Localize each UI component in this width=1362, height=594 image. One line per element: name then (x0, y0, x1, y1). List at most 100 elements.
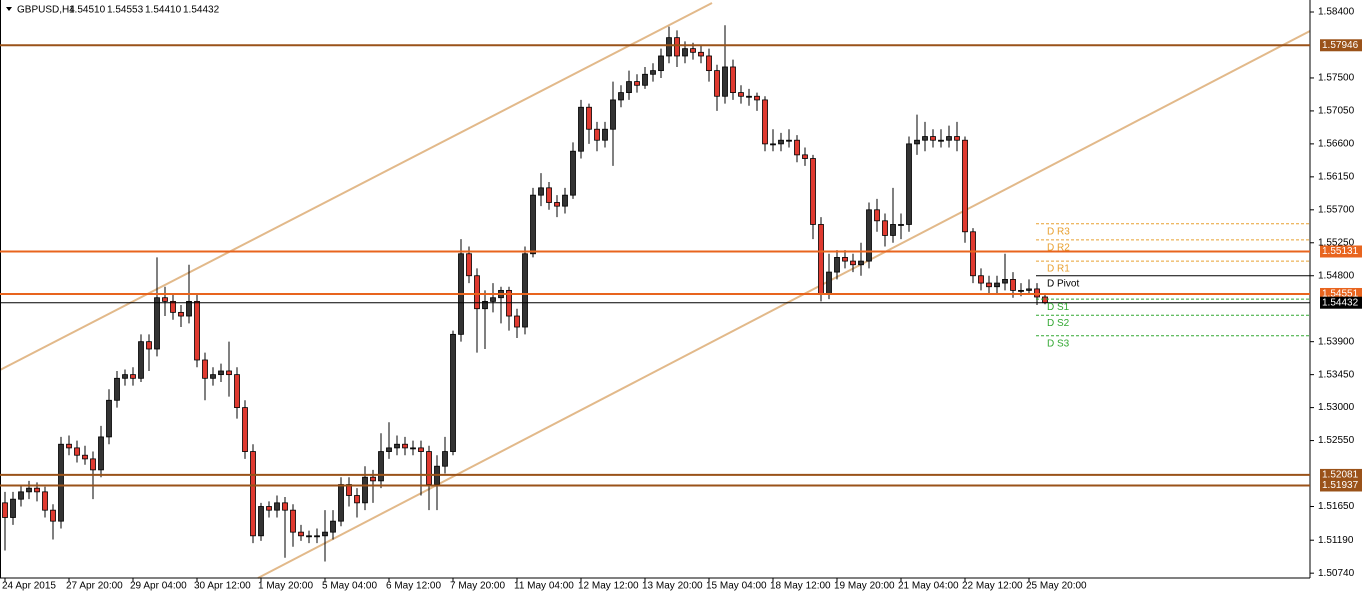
candle-body (386, 447, 392, 452)
candle-body (354, 495, 360, 504)
y-tick-label: 1.53000 (1318, 402, 1355, 413)
x-tick-label: 19 May 20:00 (834, 581, 895, 592)
candle-body (930, 136, 936, 141)
candle-body (602, 128, 608, 141)
candle-body (82, 454, 88, 460)
level-label-box (1320, 296, 1362, 309)
y-tick-label: 1.57500 (1318, 73, 1355, 84)
candle-body (250, 451, 256, 537)
candle-body (274, 502, 280, 511)
candle-body (754, 95, 760, 101)
candle-body (1002, 279, 1008, 284)
x-tick-label: 22 May 12:00 (962, 581, 1023, 592)
candle-body (874, 209, 880, 222)
candle-body (698, 51, 704, 57)
x-tick-label: 24 Apr 2015 (2, 581, 56, 592)
candle-body (290, 509, 296, 533)
candle-body (42, 491, 48, 511)
candle-body (610, 99, 616, 130)
candle-body (234, 374, 240, 409)
pivot-label: D S3 (1047, 338, 1070, 349)
x-tick-label: 11 May 04:00 (514, 581, 574, 592)
candle-body (1010, 279, 1016, 291)
candle-body (586, 106, 592, 130)
y-tick-label: 1.57050 (1318, 106, 1355, 117)
candle-body (1034, 288, 1040, 298)
candle-body (426, 451, 432, 485)
candle-body (962, 139, 968, 233)
candle-body (242, 407, 248, 452)
candle-body (682, 48, 688, 57)
x-tick-label: 21 May 04:00 (898, 581, 959, 592)
level-label: 1.52081 (1322, 470, 1359, 481)
candle-body (882, 220, 888, 236)
candle-body (90, 458, 96, 471)
candle-body (186, 300, 192, 317)
candle-body (442, 451, 448, 467)
x-tick-label: 6 May 12:00 (386, 581, 441, 592)
candle-body (802, 154, 808, 159)
x-tick-label: 29 Apr 04:00 (130, 581, 187, 592)
menu-arrow (6, 7, 12, 11)
candle-body (642, 73, 648, 86)
x-tick-label: 5 May 04:00 (322, 581, 377, 592)
x-tick-label: 12 May 12:00 (578, 581, 639, 592)
candle-body (594, 128, 600, 141)
candle-body (546, 187, 552, 203)
candle-body (506, 289, 512, 317)
candle-body (978, 275, 984, 284)
level-label: 1.51937 (1322, 480, 1359, 491)
trend-line (0, 2, 713, 371)
candle-body (2, 502, 8, 518)
candle-body (130, 374, 136, 379)
symbol: GBPUSD,H4 (17, 5, 75, 16)
candle-body (538, 187, 544, 196)
candle-body (626, 81, 632, 93)
y-tick-label: 1.51650 (1318, 501, 1355, 512)
candle-body (282, 502, 288, 511)
candle-body (258, 506, 264, 537)
candle-body (138, 341, 144, 379)
candle-body (202, 359, 208, 379)
candle-body (98, 436, 104, 471)
candle-body (906, 143, 912, 225)
candle-body (890, 224, 896, 236)
candle-body (842, 257, 848, 262)
candle-body (866, 209, 872, 262)
candle-body (330, 520, 336, 533)
candle-body (730, 66, 736, 93)
candle-body (850, 260, 856, 266)
candle-body (298, 531, 304, 537)
candle-body (570, 150, 576, 196)
candle-body (778, 139, 784, 145)
candle-body (922, 136, 928, 141)
candle-body (722, 66, 728, 97)
level-label-box (1320, 39, 1362, 52)
candle-body (970, 231, 976, 277)
candle-body (658, 55, 664, 72)
candle-body (266, 506, 272, 511)
level-label: 1.55131 (1322, 246, 1359, 257)
x-tick-label: 25 May 20:00 (1026, 581, 1087, 592)
header-low: 1.54410 (145, 5, 182, 16)
candle-body (618, 92, 624, 101)
candle-body (402, 443, 408, 449)
level-label: 1.54432 (1322, 297, 1359, 308)
candle-body (738, 92, 744, 97)
y-tick-label: 1.54800 (1318, 270, 1355, 281)
y-tick-label: 1.51190 (1318, 535, 1354, 546)
x-tick-label: 30 Apr 12:00 (194, 581, 251, 592)
x-tick-label: 7 May 20:00 (450, 581, 505, 592)
x-tick-label: 27 Apr 20:00 (66, 581, 123, 592)
candle-body (362, 476, 368, 504)
candle-body (450, 333, 456, 452)
y-tick-label: 1.52550 (1318, 435, 1355, 446)
candle-body (714, 70, 720, 97)
y-tick-label: 1.56150 (1318, 171, 1355, 182)
candle-body (58, 443, 64, 522)
candle-body (794, 139, 800, 156)
pivot-label: D S1 (1047, 302, 1070, 313)
candle-body (50, 509, 56, 522)
candle-body (482, 300, 488, 310)
